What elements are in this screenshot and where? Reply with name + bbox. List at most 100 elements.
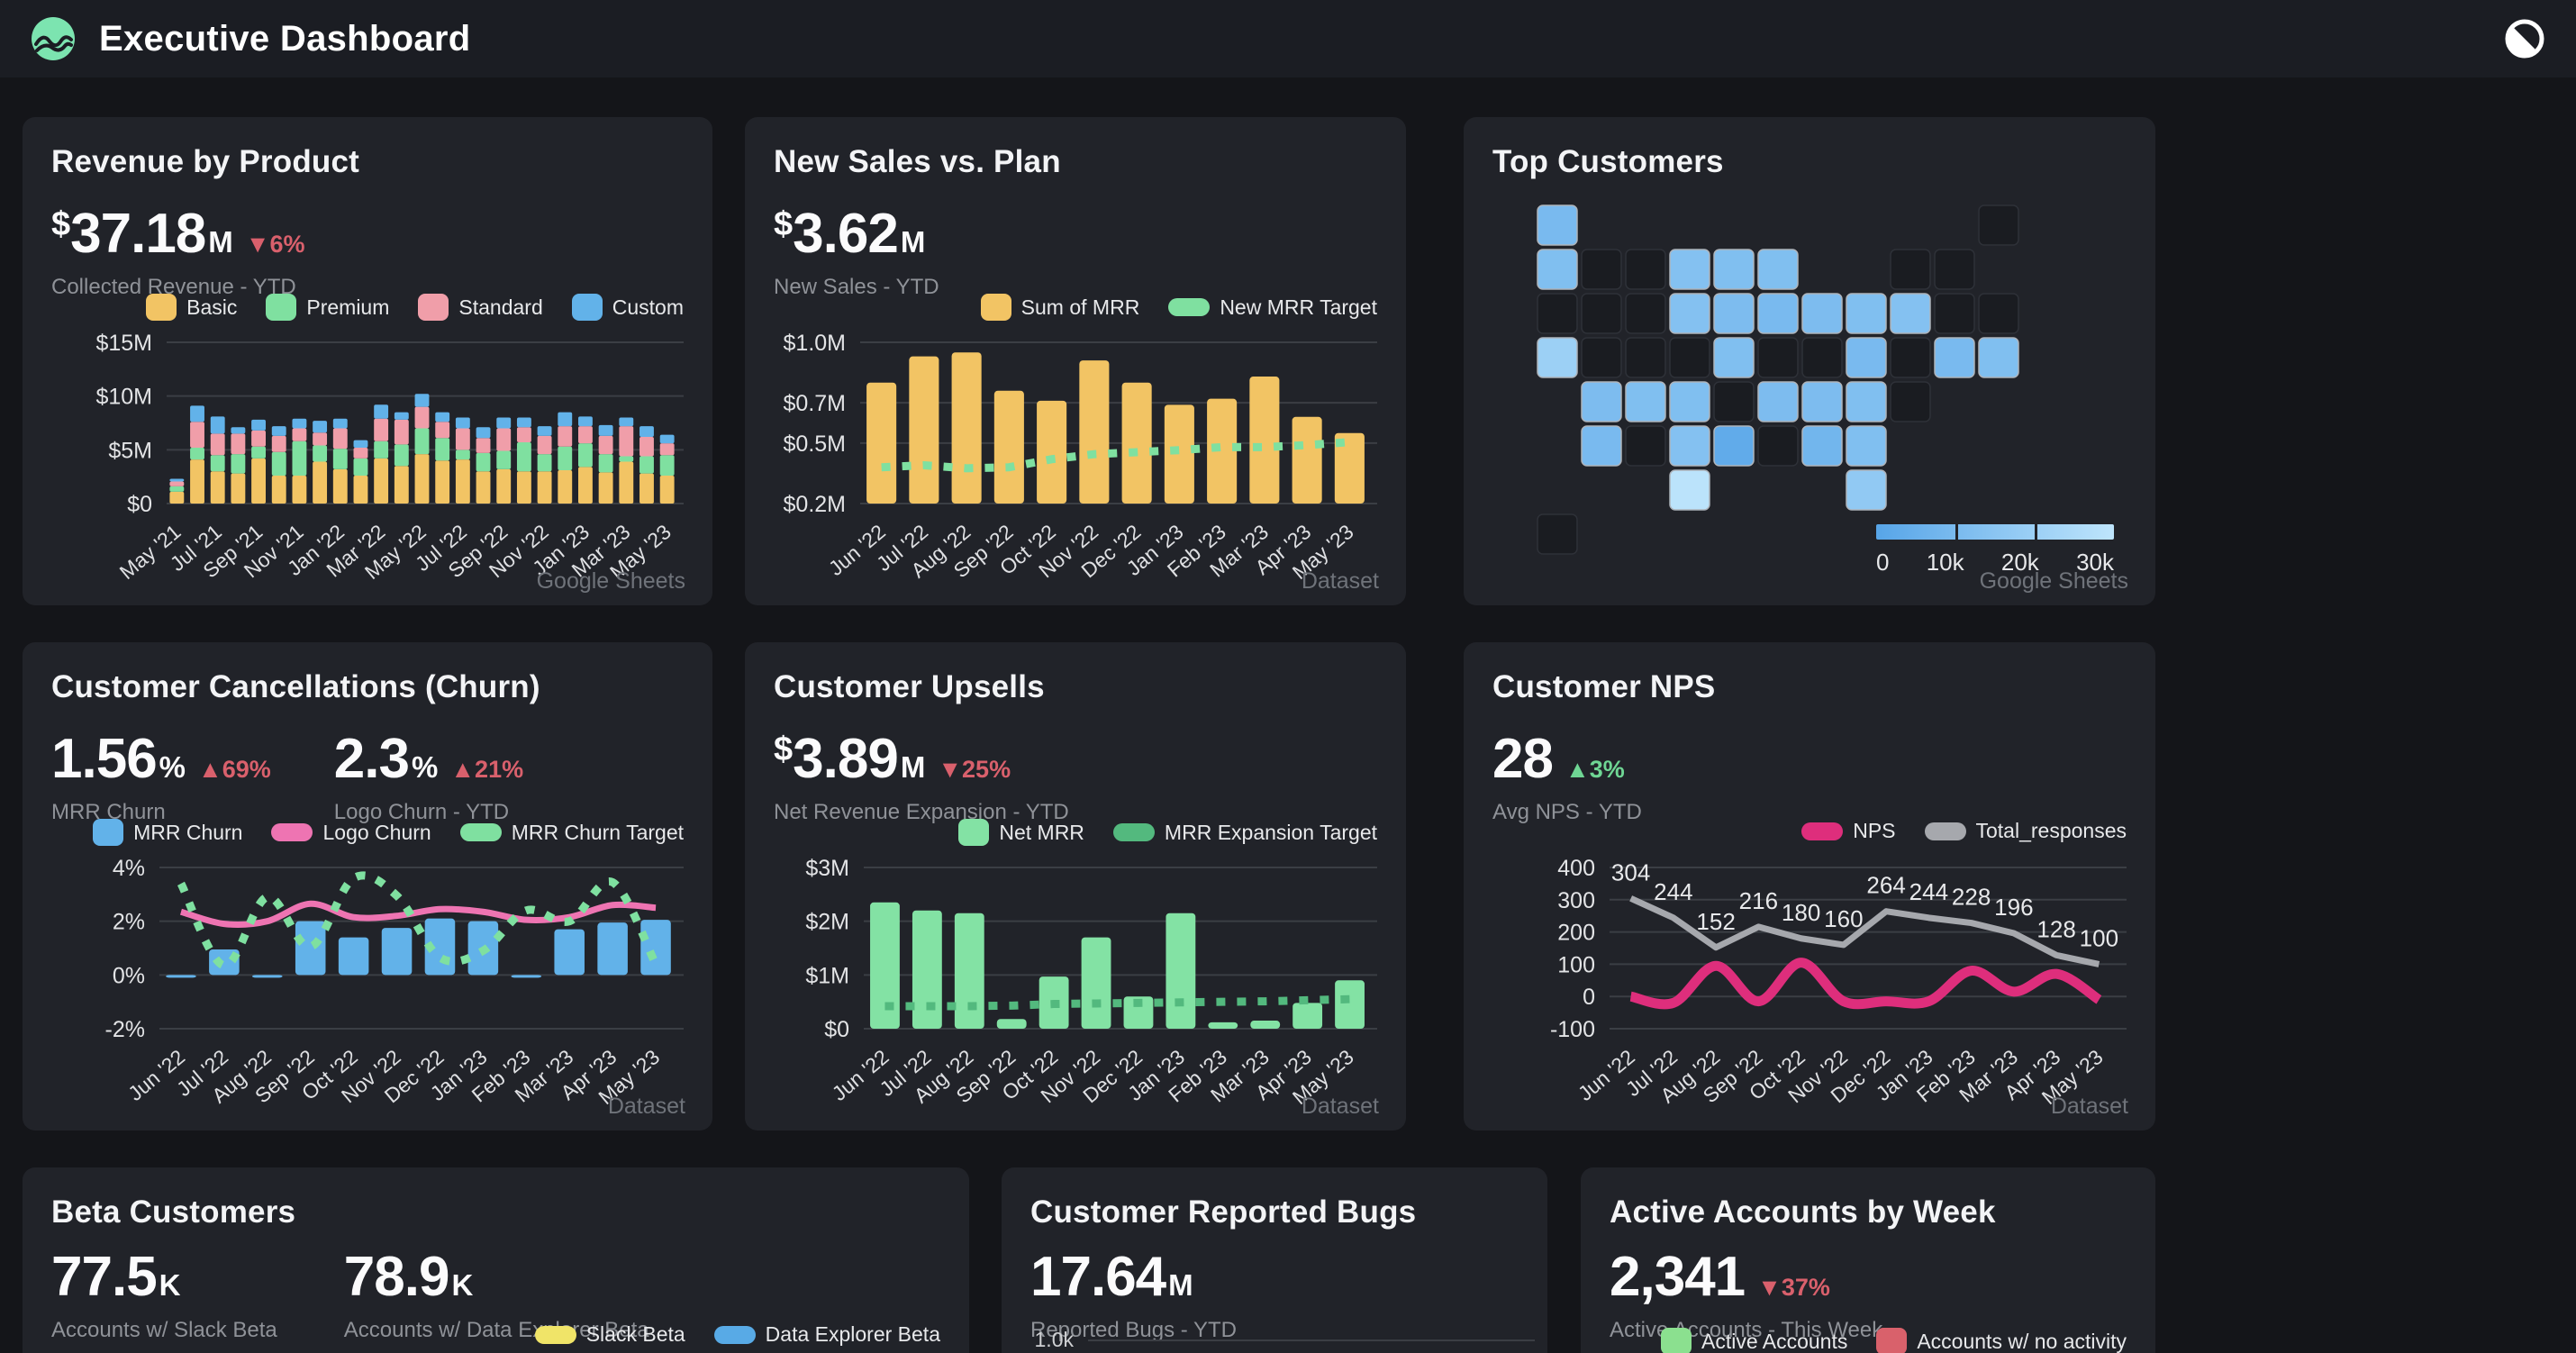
state-tile-TX[interactable] xyxy=(1669,469,1710,511)
legend-item[interactable]: Standard xyxy=(418,294,543,321)
state-tile-AK[interactable] xyxy=(1537,204,1578,246)
legend-item[interactable]: MRR Churn xyxy=(93,819,242,846)
svg-text:100: 100 xyxy=(1557,952,1595,977)
legend-item[interactable]: MRR Expansion Target xyxy=(1112,821,1377,845)
state-tile-NH[interactable] xyxy=(1934,249,1975,290)
state-tile-AZ[interactable] xyxy=(1581,425,1622,467)
state-tile-SD[interactable] xyxy=(1625,293,1666,334)
legend-swatch xyxy=(958,819,990,846)
state-tile-PA[interactable] xyxy=(1846,293,1887,334)
state-tile-IL[interactable] xyxy=(1713,293,1755,334)
y-axis-tick: 1.0k xyxy=(1034,1328,1074,1351)
map-scale-tick: 30k xyxy=(2076,549,2114,576)
state-tile-RI[interactable] xyxy=(1978,293,2019,334)
state-tile-NE[interactable] xyxy=(1669,337,1710,378)
legend-label: NPS xyxy=(1853,819,1896,842)
state-tile-SC[interactable] xyxy=(1846,381,1887,422)
svg-text:$0: $0 xyxy=(824,1017,849,1042)
state-tile-NC[interactable] xyxy=(1801,381,1843,422)
legend-label: Slack Beta xyxy=(585,1322,685,1346)
state-tile-IN[interactable] xyxy=(1757,293,1799,334)
card-top-customers: Top Customers 0 10k 20k 30k Google Sheets xyxy=(1464,117,2155,605)
kpi: 28 ▲3% Avg NPS - YTD xyxy=(1492,727,1642,825)
state-tile-DE[interactable] xyxy=(1890,381,1931,422)
state-tile-HI[interactable] xyxy=(1537,513,1578,555)
legend-item[interactable]: Active Accounts xyxy=(1660,1328,1847,1353)
state-tile-MD[interactable] xyxy=(1890,337,1931,378)
state-tile-MA[interactable] xyxy=(1934,293,1975,334)
legend-label: MRR Churn xyxy=(133,820,243,844)
state-tile-VA[interactable] xyxy=(1846,337,1887,378)
legend-item[interactable]: Total_responses xyxy=(1924,819,2127,843)
state-tile-ID[interactable] xyxy=(1581,293,1622,334)
state-tile-MS[interactable] xyxy=(1757,425,1799,467)
state-tile-WI[interactable] xyxy=(1713,249,1755,290)
waves-logo-icon xyxy=(32,17,75,60)
state-tile-KY[interactable] xyxy=(1757,337,1799,378)
legend-item[interactable]: Basic xyxy=(146,294,237,321)
state-tile-AR[interactable] xyxy=(1713,381,1755,422)
legend-item[interactable]: New MRR Target xyxy=(1168,295,1377,320)
legend-swatch xyxy=(1876,1328,1908,1353)
legend-item[interactable]: Logo Churn xyxy=(271,821,431,845)
state-tile-NV[interactable] xyxy=(1581,337,1622,378)
state-tile-OR[interactable] xyxy=(1537,293,1578,334)
state-tile-MN[interactable] xyxy=(1669,249,1710,290)
legend-item[interactable]: Accounts w/ no activity xyxy=(1876,1328,2127,1353)
state-tile-VT[interactable] xyxy=(1890,249,1931,290)
state-tile-AL[interactable] xyxy=(1801,425,1843,467)
state-tile-UT[interactable] xyxy=(1581,381,1622,422)
legend-item[interactable]: MRR Churn Target xyxy=(459,820,684,845)
state-tile-MO[interactable] xyxy=(1713,337,1755,378)
kpi-group: 1.56 % ▲69% MRR Churn 2.3 % ▲21% Logo Ch… xyxy=(51,727,684,825)
card-title: Customer NPS xyxy=(1492,669,1716,704)
state-tile-OH[interactable] xyxy=(1801,293,1843,334)
state-tile-NM[interactable] xyxy=(1625,425,1666,467)
contrast-theme-toggle-icon[interactable] xyxy=(2504,18,2545,59)
state-tile-TN[interactable] xyxy=(1757,381,1799,422)
svg-text:0: 0 xyxy=(1583,985,1595,1010)
state-tile-ND[interactable] xyxy=(1625,249,1666,290)
state-tile-FL[interactable] xyxy=(1846,469,1887,511)
state-tile-IA[interactable] xyxy=(1669,293,1710,334)
svg-text:304: 304 xyxy=(1611,858,1650,885)
state-tile-LA[interactable] xyxy=(1713,425,1755,467)
legend-item[interactable]: Sum of MRR xyxy=(980,294,1139,321)
state-tile-KS[interactable] xyxy=(1669,381,1710,422)
kpi-suffix: % xyxy=(159,750,186,784)
state-tile-GA[interactable] xyxy=(1846,425,1887,467)
state-tile-MT[interactable] xyxy=(1581,249,1622,290)
legend-item[interactable]: Slack Beta xyxy=(534,1322,685,1347)
kpi-suffix: M xyxy=(1168,1268,1193,1302)
legend-item[interactable]: Premium xyxy=(266,294,389,321)
legend-item[interactable]: Net MRR xyxy=(958,819,1084,846)
state-tile-WA[interactable] xyxy=(1537,249,1578,290)
state-tile-CT[interactable] xyxy=(1978,337,2019,378)
state-tile-CO[interactable] xyxy=(1625,381,1666,422)
legend-label: Total_responses xyxy=(1975,819,2127,842)
state-tile-NY[interactable] xyxy=(1890,293,1931,334)
legend-item[interactable]: Custom xyxy=(571,294,684,321)
svg-text:196: 196 xyxy=(1994,894,2033,921)
kpi-delta: ▲69% xyxy=(198,756,271,783)
state-tile-CA[interactable] xyxy=(1537,337,1578,378)
state-tile-WY[interactable] xyxy=(1625,337,1666,378)
state-tile-ME[interactable] xyxy=(1978,204,2019,246)
state-tile-MI[interactable] xyxy=(1757,249,1799,290)
legend-item[interactable]: Data Explorer Beta xyxy=(713,1322,940,1347)
kpi-label: Logo Churn - YTD xyxy=(333,800,510,824)
svg-text:228: 228 xyxy=(1952,884,1991,911)
kpi-value: 17.64 xyxy=(1030,1246,1166,1308)
svg-text:$10M: $10M xyxy=(95,385,152,410)
legend-label: Basic xyxy=(186,295,238,319)
legend-label: MRR Churn Target xyxy=(511,820,684,844)
state-tile-WV[interactable] xyxy=(1801,337,1843,378)
legend-swatch xyxy=(146,294,177,321)
state-tile-OK[interactable] xyxy=(1669,425,1710,467)
state-tile-NJ[interactable] xyxy=(1934,337,1975,378)
gridline xyxy=(1088,1339,1535,1341)
legend-item[interactable]: NPS xyxy=(1801,819,1896,843)
